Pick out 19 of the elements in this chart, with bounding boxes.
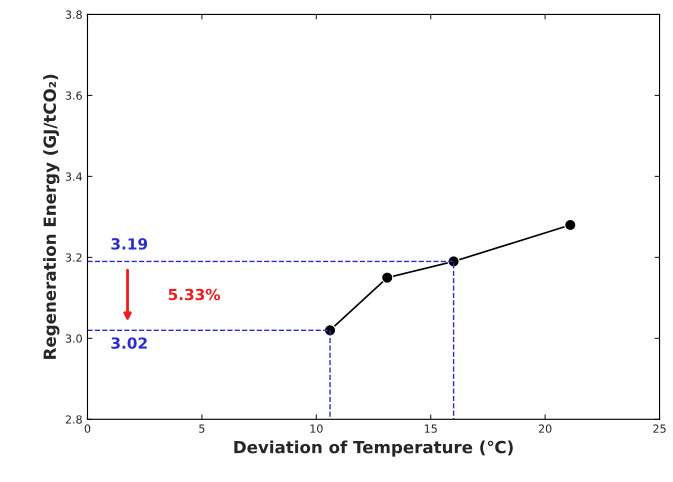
y-tick-label: 3.8: [66, 10, 82, 19]
y-tick-label: 3.2: [66, 253, 82, 262]
x-tick-label: 20: [538, 424, 552, 433]
x-tick-label: 10: [310, 424, 323, 433]
x-tick-label: 5: [199, 424, 204, 433]
annotation: 3.02: [111, 337, 147, 349]
x-tick-label: 0: [84, 424, 90, 433]
point: [564, 218, 576, 232]
y-tick-label: 3.6: [66, 91, 82, 100]
point: [381, 272, 394, 284]
x-tick-label: 15: [424, 424, 437, 433]
annotation: 3.19: [111, 238, 148, 250]
y-axis-title: Regeneration Energy (GJ/tCO₂): [43, 74, 60, 359]
annotation: 5.33%: [168, 288, 220, 300]
x-tick-label: 25: [653, 424, 666, 433]
y-tick-label: 3.4: [66, 172, 82, 181]
y-tick-label: 3.0: [66, 334, 82, 343]
y-tick-label: 2.8: [66, 415, 82, 424]
x-axis-title: Deviation of Temperature (℃): [234, 440, 513, 457]
